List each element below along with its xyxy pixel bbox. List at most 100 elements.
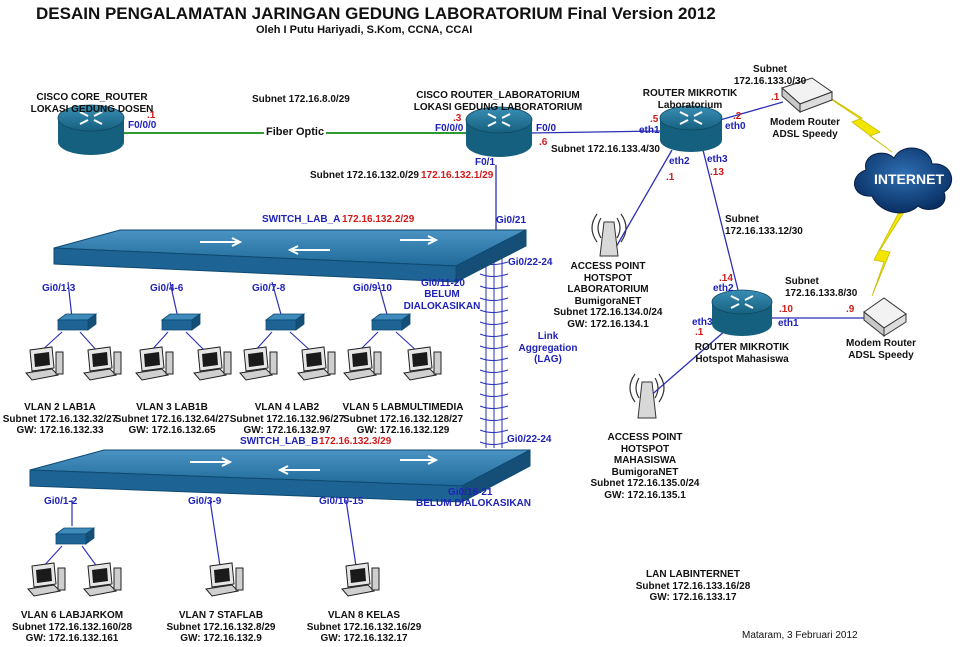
pc-icon <box>403 346 442 381</box>
link-sw-a-port1 <box>67 281 73 319</box>
pc-icon <box>205 562 244 597</box>
footer-date: Mataram, 3 Februari 2012 <box>742 630 858 641</box>
pc-group <box>25 346 442 597</box>
lab-router-label: CISCO ROUTER_LABORATORIUM LOKASI GEDUNG L… <box>413 90 583 113</box>
mikrotik-lab-ip-eth1: .5 <box>650 114 659 125</box>
core-router-port: F0/0/0 <box>128 120 157 131</box>
link-sw-b-port2 <box>209 499 221 567</box>
switch-a-name: SWITCH_LAB_A <box>262 214 341 225</box>
switch-lab-a-icon <box>53 229 527 283</box>
link-sw-b-port3 <box>345 499 357 567</box>
modem1-icon <box>781 77 834 114</box>
modem1-ip: .1 <box>771 92 780 103</box>
internet-cloud <box>854 147 953 214</box>
lab-router-icon <box>465 106 533 157</box>
link-mk-mk-subnet: Subnet 172.16.133.12/30 <box>725 214 803 237</box>
vlan-7-label: VLAN 7 STAFLAB Subnet 172.16.132.8/29 GW: … <box>166 610 276 644</box>
small-switch-icon <box>54 527 96 545</box>
mikrotik-hs-eth1: eth1 <box>778 318 799 329</box>
modem2-label: Modem Router ADSL Speedy <box>846 338 916 361</box>
core-router-label: CISCO CORE_ROUTER LOKASI GEDUNG DOSEN <box>30 92 154 115</box>
lab-router-port-out: F0/0 <box>536 123 557 134</box>
link-mikrotik-mikrotik <box>702 149 741 299</box>
modem1-subnet: Subnet 172.16.133.0/30 <box>733 64 807 87</box>
internet-label: INTERNET <box>874 171 944 187</box>
mikrotik-hs-ip-eth1: .10 <box>779 304 793 315</box>
modem2-icon <box>863 297 907 338</box>
small-switch-icon <box>264 313 306 331</box>
switch-a-lag-port: Gi0/22-24 <box>508 257 553 268</box>
mikrotik-lab-label: ROUTER MIKROTIK Laboratorium <box>642 88 738 111</box>
lan-internet-label: LAN LABINTERNET Subnet 172.16.133.16/28 GW… <box>635 569 751 603</box>
mikrotik-hs-label: ROUTER MIKROTIK Hotspot Mahasiswa <box>694 342 790 365</box>
lag-coil <box>479 258 509 448</box>
modem2-ip: .9 <box>846 304 855 315</box>
pc-icon <box>135 346 174 381</box>
vlan-6-label: VLAN 6 LABJARKOM Subnet 172.16.132.160/28… <box>11 610 133 644</box>
mikrotik-hs-ip-eth2: .14 <box>719 273 733 284</box>
switch-b-lag-port: Gi0/22-24 <box>507 434 552 445</box>
modem1-label: Modem Router ADSL Speedy <box>770 117 840 140</box>
vlan-3-label: VLAN 3 LAB1B Subnet 172.16.132.64/27 GW: 1… <box>114 402 230 436</box>
lab-router-port-down: F0/1 <box>475 157 496 168</box>
link-sw-a-port4 <box>377 281 389 319</box>
pc-icon <box>343 346 382 381</box>
mikrotik-lab-eth3: eth3 <box>707 154 728 165</box>
vlan-5-label: VLAN 5 LABMULTIMEDIA Subnet 172.16.132.12… <box>342 402 464 436</box>
link-router-mikrotik <box>529 130 663 134</box>
switch-a-port-2: Gi0/4-6 <box>150 283 184 294</box>
fiber-optic-label: Fiber Optic <box>264 126 327 139</box>
pc-icon <box>239 346 278 381</box>
pc-icon <box>25 346 64 381</box>
switch-a-port-1: Gi0/1-3 <box>42 283 76 294</box>
ap-mhs-icon <box>629 373 665 419</box>
link-hotspot-ap-mhs <box>647 329 727 399</box>
switch-b-ip: 172.16.132.3/29 <box>319 436 392 447</box>
lag-label: Link Aggregation (LAG) <box>518 331 578 365</box>
core-router-ip: .1 <box>147 110 156 121</box>
mikrotik-lab-eth0: eth0 <box>725 121 746 132</box>
lab-router-port-in: F0/0/0 <box>435 123 464 134</box>
mikrotik-lab-ip-eth3: .13 <box>710 167 724 178</box>
lightning-internet-modem2 <box>871 211 905 297</box>
ap-mhs-label: ACCESS POINT HOTSPOT MAHASISWA BumigoraNET… <box>590 432 700 501</box>
pc-icon <box>83 562 122 597</box>
lab-router-ip-in: .3 <box>453 113 462 124</box>
switch-b-unalloc-label: BELUM DIALOKASIKAN <box>416 498 531 509</box>
mikrotik-lab-ip-eth0: .2 <box>733 111 742 122</box>
switch-a-unalloc-port: Gi0/11-20 <box>421 278 465 289</box>
link-mikrotik-ap-lab <box>611 149 673 255</box>
lab-router-subnet-down: Subnet 172.16.132.0/29 <box>310 170 419 181</box>
core-router-icon <box>57 104 125 155</box>
switch-b-unalloc-port: Gi0/16-21 <box>448 487 493 498</box>
link-r-mk-subnet: Subnet 172.16.133.4/30 <box>551 144 660 155</box>
switch-a-unalloc-label: BELUM DIALOKASIKAN <box>403 289 481 312</box>
mikrotik-hs-ip-eth3: .1 <box>695 327 704 338</box>
ap-lab-icon <box>591 213 627 257</box>
switch-a-uplink-port: Gi0/21 <box>496 215 527 226</box>
switch-a-port-3: Gi0/7-8 <box>252 283 286 294</box>
switch-a-port-4: Gi0/9-10 <box>353 283 392 294</box>
diagram-author: Oleh I Putu Hariyadi, S.Kom, CCNA, CCAI <box>256 24 473 36</box>
mikrotik-hs-eth2: eth2 <box>713 283 734 294</box>
lightning-modem1-internet <box>823 93 893 153</box>
lab-router-ip-out: .6 <box>539 137 548 148</box>
link-sw-a-port2 <box>169 281 179 319</box>
mikrotik-lab-ip-eth2: .1 <box>666 172 675 183</box>
link-sw-a-port3 <box>271 281 283 319</box>
lab-router-ip-down: 172.16.132.1/29 <box>421 170 494 181</box>
fiber-subnet: Subnet 172.16.8.0/29 <box>252 94 350 105</box>
mikrotik-lab-eth1: eth1 <box>639 125 660 136</box>
switch-lab-b-icon <box>29 449 531 503</box>
small-switch-icon <box>56 313 98 331</box>
mikrotik-hotspot-router-icon <box>711 289 773 336</box>
modem2-subnet: Subnet 172.16.133.8/30 <box>785 276 858 299</box>
switch-a-ip: 172.16.132.2/29 <box>342 214 415 225</box>
switch-b-name: SWITCH_LAB_B <box>240 436 319 447</box>
vlan-4-label: VLAN 4 LAB2 Subnet 172.16.132.96/27 GW: 17… <box>229 402 345 436</box>
ap-lab-label: ACCESS POINT HOTSPOT LABORATORIUM Bumigora… <box>553 261 663 330</box>
pc-icon <box>341 562 380 597</box>
small-switch-icon <box>370 313 412 331</box>
diagram-title: DESAIN PENGALAMATAN JARINGAN GEDUNG LABO… <box>36 4 716 23</box>
